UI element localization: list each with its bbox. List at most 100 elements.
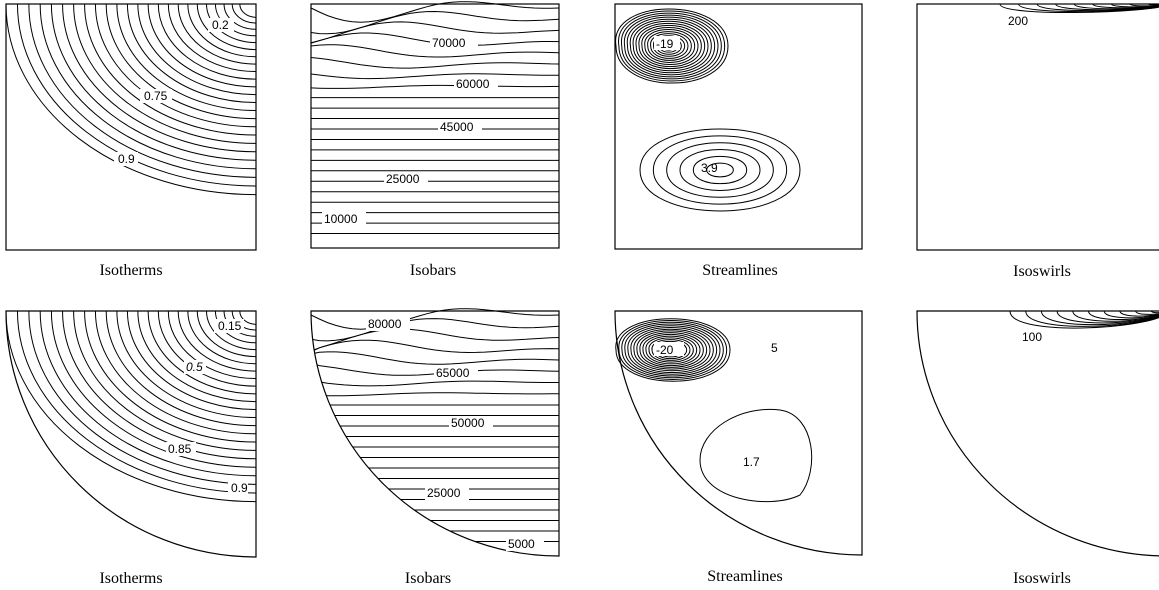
isotherm-contours — [5, 3, 257, 196]
panel-frame — [916, 3, 1159, 251]
contour-line — [39, 3, 257, 170]
contour-line — [1073, 3, 1159, 10]
contour-line — [5, 3, 257, 196]
contour-line — [310, 1, 560, 23]
panel-caption: Isobars — [410, 262, 456, 279]
panel-caption: Streamlines — [702, 262, 778, 279]
contour-label: 5 — [771, 341, 778, 355]
contour-line — [618, 320, 728, 380]
contour-line — [310, 10, 560, 35]
panel-caption: Isotherms — [99, 262, 162, 279]
contour-line — [666, 142, 774, 198]
contour-line — [1135, 310, 1159, 315]
contour-label: 25000 — [427, 486, 461, 500]
contour-line — [177, 3, 257, 65]
panel-frame — [310, 310, 560, 557]
contour-label: 65000 — [436, 366, 470, 380]
contour-line — [105, 310, 257, 427]
contour-line — [239, 3, 257, 18]
contour-line — [231, 3, 257, 24]
contour-line — [652, 135, 788, 205]
contour-line — [1103, 310, 1159, 319]
contour-line — [645, 335, 698, 365]
contour-label: 0.9 — [118, 152, 135, 166]
contour-line — [167, 3, 257, 73]
contour-line — [167, 310, 257, 380]
contour-line — [177, 310, 257, 372]
panel-quarter-streamlines: -20 5 1.7 Streamlines — [614, 310, 863, 585]
panel-caption: Isoswirls — [1013, 570, 1071, 587]
contour-line — [1088, 310, 1159, 321]
panel-frame — [614, 3, 863, 250]
contour-line — [618, 10, 726, 82]
contour-line — [624, 323, 721, 377]
panel-frame — [310, 3, 560, 249]
contour-line — [313, 339, 560, 354]
contour-line — [105, 3, 257, 120]
contour-line — [1110, 3, 1159, 8]
streamline-contours — [615, 318, 813, 503]
contour-label: 200 — [1008, 14, 1028, 28]
contour-line — [639, 332, 704, 368]
panel-caption: Isoswirls — [1013, 263, 1071, 280]
panel-frame — [5, 310, 257, 558]
panel-quarter-isoswirls: 100 Isoswirls — [916, 310, 1159, 587]
contour-line — [1150, 310, 1159, 314]
contour-label: -19 — [656, 37, 674, 51]
contour-label: 80000 — [368, 317, 402, 331]
isoswirl-contours — [1009, 310, 1159, 329]
contour-line — [16, 3, 257, 187]
contour-line — [1092, 3, 1159, 9]
isotherm-contours — [5, 310, 257, 503]
contour-line — [636, 330, 708, 370]
contour-line — [621, 321, 724, 379]
contour-label: 0.15 — [218, 319, 242, 333]
panel-square-streamlines: -19 3.9 Streamlines — [614, 3, 863, 279]
streamline-contours — [615, 8, 801, 212]
panel-caption: Streamlines — [707, 568, 783, 585]
contour-label: 0.9 — [231, 481, 248, 495]
contour-line — [16, 310, 257, 494]
panel-square-isotherms: 0.2 0.75 0.9 Isotherms — [5, 3, 257, 279]
contour-line — [1025, 310, 1159, 327]
contour-line — [62, 310, 257, 460]
panel-frame — [5, 3, 257, 251]
contour-line — [73, 310, 257, 451]
panel-frame — [916, 310, 1159, 557]
contour-line — [706, 162, 734, 178]
contour-line — [642, 334, 701, 367]
contour-line — [239, 310, 257, 325]
contour-line — [310, 308, 560, 330]
contour-line — [1129, 3, 1159, 7]
contour-label: 25000 — [386, 172, 420, 186]
contour-line — [310, 73, 560, 80]
contour-line — [615, 318, 731, 382]
contour-line — [647, 31, 692, 61]
contour-line — [196, 3, 257, 51]
contour-label: 1.7 — [743, 455, 760, 469]
contour-line — [39, 310, 257, 477]
contour-line — [1119, 310, 1159, 317]
contour-line — [621, 12, 722, 80]
contour-label: 70000 — [432, 36, 466, 50]
panel-caption: Isotherms — [99, 570, 162, 587]
contour-line — [1147, 3, 1159, 6]
isobar-contours — [310, 308, 560, 542]
contour-line — [644, 29, 696, 63]
contour-line — [627, 325, 718, 375]
contour-line — [157, 3, 257, 80]
contour-line — [147, 310, 257, 395]
contour-line — [147, 3, 257, 88]
contour-label: 0.2 — [212, 18, 229, 32]
contour-line — [313, 328, 560, 351]
contour-line — [214, 310, 257, 344]
contour-line — [633, 328, 711, 372]
contour-label: -20 — [656, 343, 674, 357]
contour-line — [1040, 310, 1159, 326]
contour-line — [137, 310, 257, 403]
panel-quarter-isotherms: 0.15 0.5 0.85 0.9 Isotherms — [5, 310, 257, 587]
panel-frame — [614, 310, 863, 556]
contour-label: 10000 — [324, 212, 358, 226]
